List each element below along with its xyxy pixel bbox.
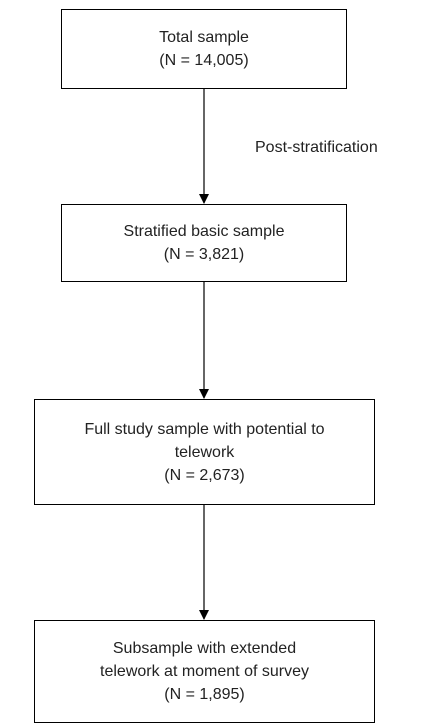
box-total-sample-line-2: (N = 14,005) <box>159 52 249 69</box>
edge-label-post-stratification: Post-stratification <box>255 139 378 156</box>
box-total-sample: Total sample (N = 14,005) <box>61 9 347 89</box>
box-full-study-sample-line-3: (N = 2,673) <box>164 466 245 484</box>
box-subsample-extended-telework-line-3: (N = 1,895) <box>164 686 245 703</box>
box-stratified-basic-sample-line-1: Stratified basic sample <box>123 223 285 240</box>
box-full-study-sample-line-2: telework <box>174 443 235 461</box>
box-total-sample-line-1: Total sample <box>159 29 249 46</box>
box-subsample-extended-telework: Subsample with extended telework at mome… <box>34 620 375 723</box>
box-stratified-basic-sample-line-2: (N = 3,821) <box>163 246 245 263</box>
box-subsample-extended-telework-line-1: Subsample with extended <box>112 640 297 657</box>
box-subsample-extended-telework-line-2: telework at moment of survey <box>100 663 309 680</box>
box-full-study-sample: Full study sample with potential to tele… <box>34 399 375 505</box>
box-stratified-basic-sample: Stratified basic sample (N = 3,821) <box>61 204 347 282</box>
box-full-study-sample-line-1: Full study sample with potential to <box>84 420 325 438</box>
